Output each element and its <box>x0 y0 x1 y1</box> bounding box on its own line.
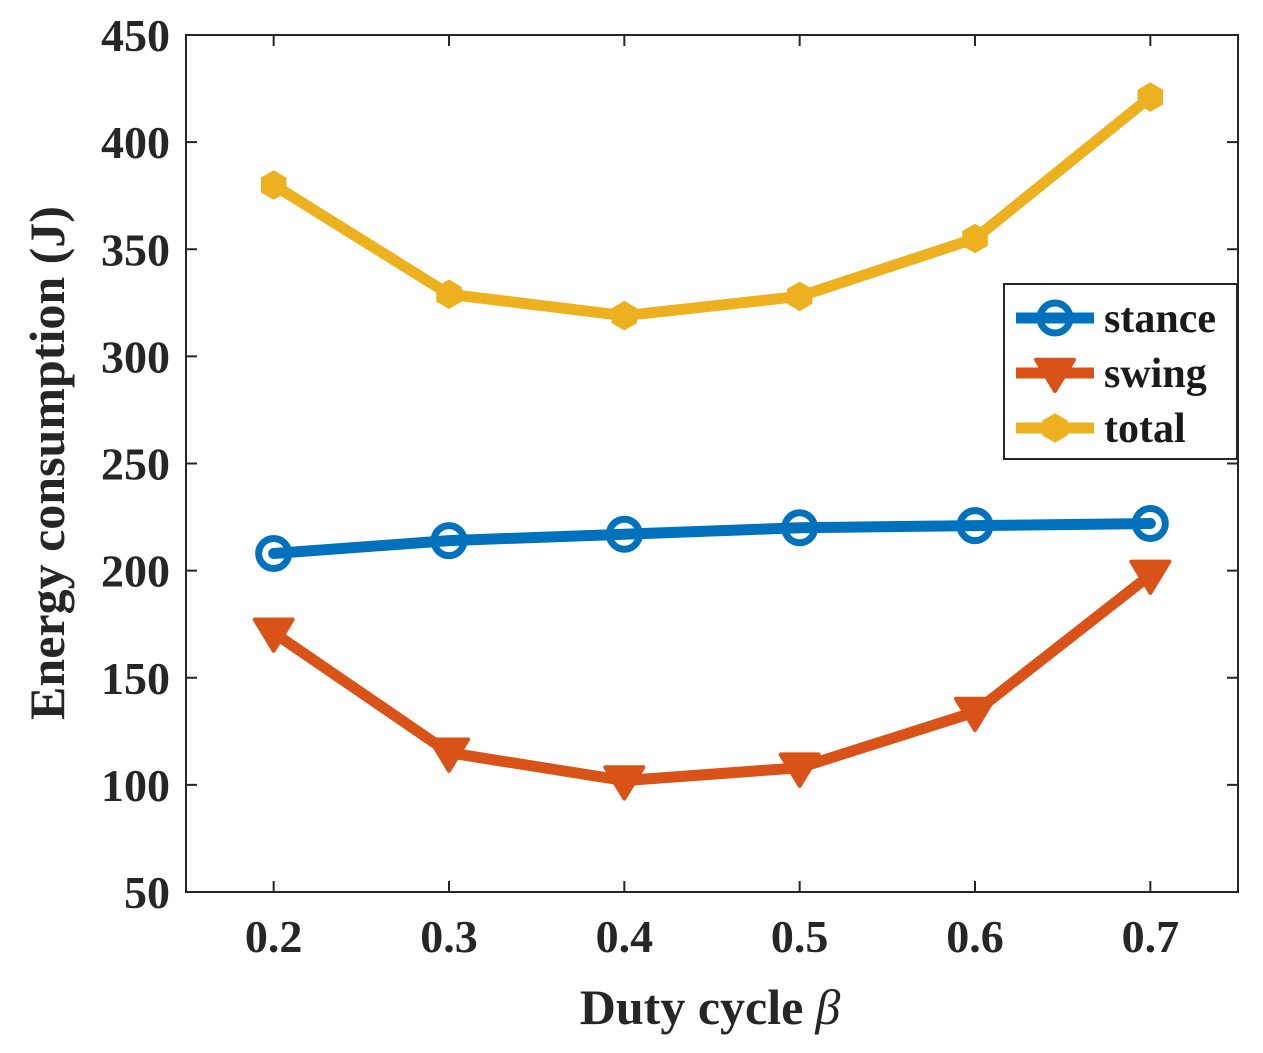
data-point-total <box>962 223 988 254</box>
y-axis-title: Energy consumption (J) <box>19 206 75 720</box>
x-tick-label: 0.5 <box>771 911 829 962</box>
series-line-swing <box>268 569 1156 787</box>
legend-item-total: total <box>1016 406 1186 452</box>
x-axis-title: Duty cycle β <box>580 979 841 1035</box>
x-tick-label: 0.3 <box>420 911 478 962</box>
data-point-swing <box>954 696 996 733</box>
data-point-total <box>260 170 287 200</box>
series-stance <box>255 504 1169 572</box>
data-point-stance <box>255 534 293 572</box>
legend-swatch-marker <box>1034 357 1076 394</box>
data-point-stance <box>1131 504 1169 542</box>
x-tick-label: 0.7 <box>1122 911 1180 962</box>
series-line-stance <box>268 517 1156 559</box>
data-point-total <box>786 281 813 312</box>
y-axis: 50 100 150 200 250 300 350 400 450 <box>101 10 1238 918</box>
data-point-total <box>611 300 638 331</box>
data-point-swing <box>1129 559 1172 595</box>
series-layer <box>252 82 1172 801</box>
data-point-swing <box>603 765 646 801</box>
x-tick-label: 0.6 <box>946 911 1004 962</box>
data-point-swing <box>252 617 295 653</box>
y-tick-label: 100 <box>101 760 170 811</box>
data-point-total <box>436 279 462 309</box>
data-point-swing <box>428 737 470 773</box>
y-tick-label: 450 <box>101 10 170 61</box>
x-axis: 0.2 0.3 0.4 0.5 0.6 0.7 <box>245 35 1179 962</box>
y-tick-label: 250 <box>101 439 170 490</box>
legend-label: stance <box>1104 296 1216 342</box>
data-point-swing <box>778 752 821 788</box>
legend-items: stance swing total <box>1016 296 1216 452</box>
legend-item-stance: stance <box>1016 296 1216 342</box>
y-tick-label: 400 <box>101 117 170 168</box>
x-tick-label: 0.2 <box>245 911 303 962</box>
x-axis-title-symbol: β <box>814 979 840 1035</box>
plot-area <box>185 34 1239 893</box>
series-swing <box>252 559 1172 801</box>
legend-label: total <box>1104 406 1186 452</box>
data-point-stance <box>781 509 819 547</box>
x-axis-title-text: Duty cycle <box>580 979 804 1035</box>
y-tick-label: 200 <box>101 546 170 597</box>
y-tick-label: 150 <box>101 653 170 704</box>
legend-swatch-marker <box>1036 299 1074 337</box>
y-tick-label: 50 <box>124 867 170 918</box>
data-point-stance <box>430 522 468 560</box>
series-line-total <box>268 91 1156 322</box>
y-tick-label: 300 <box>101 331 170 382</box>
legend-item-swing: swing <box>1016 351 1207 397</box>
series-total <box>260 82 1164 331</box>
x-tick-label: 0.4 <box>596 911 654 962</box>
data-point-stance <box>605 515 643 553</box>
y-tick-label: 350 <box>101 224 170 275</box>
legend-label: swing <box>1104 351 1207 397</box>
legend: stance swing total <box>1003 283 1238 460</box>
legend-swatch-marker <box>1042 413 1068 443</box>
data-point-total <box>1137 82 1164 112</box>
data-point-stance <box>956 507 994 545</box>
